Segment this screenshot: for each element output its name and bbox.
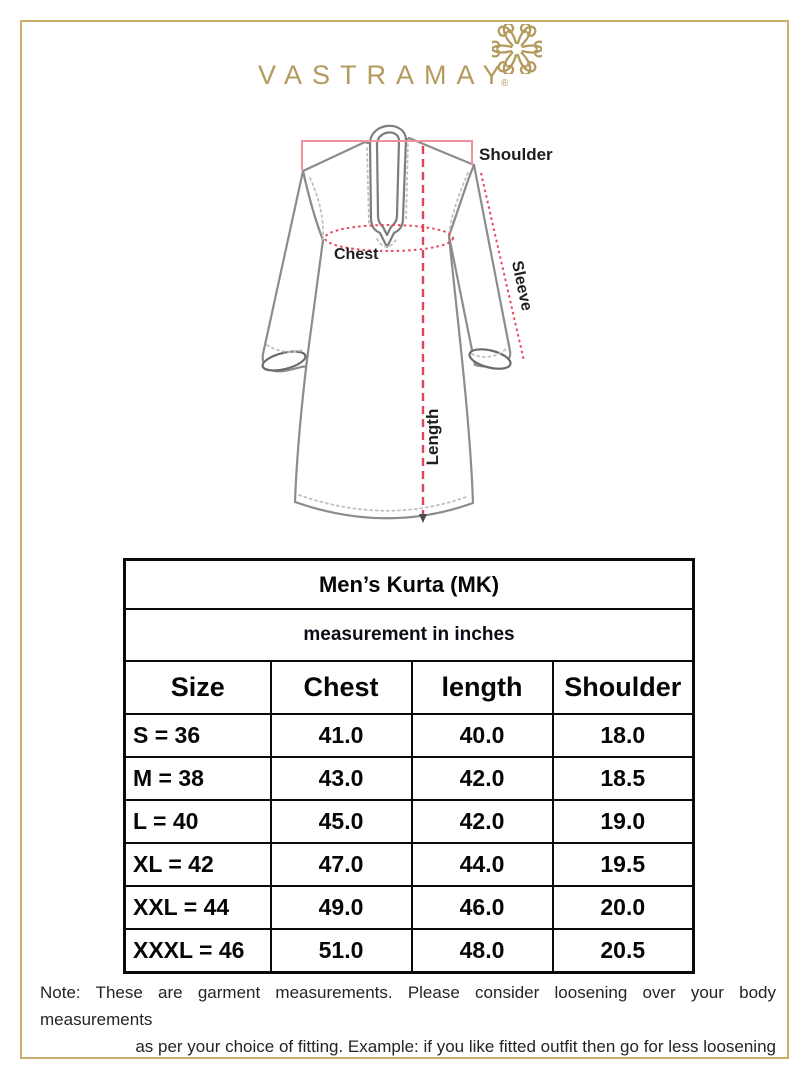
table-row: XXL = 44 49.0 46.0 20.0 (123, 885, 695, 930)
chest-measure-ellipse (324, 224, 454, 252)
shoulder-cell: 20.5 (551, 928, 695, 974)
size-cell: XL = 42 (123, 842, 272, 887)
column-header-chest: Chest (269, 660, 413, 715)
size-cell: S = 36 (123, 713, 272, 758)
measurement-note: Note: These are garment measurements. Pl… (40, 979, 776, 1060)
length-cell: 42.0 (410, 756, 554, 801)
column-header-shoulder: Shoulder (551, 660, 695, 715)
length-cell: 48.0 (410, 928, 554, 974)
shoulder-label: Shoulder (479, 145, 553, 164)
table-row: XL = 42 47.0 44.0 19.5 (123, 842, 695, 887)
shoulder-cell: 18.5 (551, 756, 695, 801)
table-subtitle: measurement in inches (123, 608, 695, 662)
kurta-outline-drawing (261, 124, 525, 523)
chest-cell: 51.0 (269, 928, 413, 974)
table-row: M = 38 43.0 42.0 18.5 (123, 756, 695, 801)
decorative-gold-border (20, 20, 789, 1059)
shoulder-measure-line (301, 140, 473, 170)
length-cell: 40.0 (410, 713, 554, 758)
length-cell: 44.0 (410, 842, 554, 887)
note-line-1: Note: These are garment measurements. Pl… (40, 983, 776, 1029)
size-cell: M = 38 (123, 756, 272, 801)
chest-cell: 45.0 (269, 799, 413, 844)
shoulder-cell: 18.0 (551, 713, 695, 758)
shoulder-cell: 20.0 (551, 885, 695, 930)
length-label: Length (423, 408, 442, 466)
note-line-2: as per your choice of fitting. Example: … (135, 1037, 776, 1056)
length-cell: 46.0 (410, 885, 554, 930)
table-title: Men’s Kurta (MK) (123, 558, 695, 610)
brand-wordmark: VASTRAMAY (258, 60, 511, 90)
registered-trademark: ® (501, 78, 509, 89)
size-cell: XXXL = 46 (123, 928, 272, 974)
floral-mandala-icon (492, 24, 542, 74)
chest-cell: 49.0 (269, 885, 413, 930)
chest-cell: 43.0 (269, 756, 413, 801)
table-row: XXXL = 46 51.0 48.0 20.5 (123, 928, 695, 974)
table-row: L = 40 45.0 42.0 19.0 (123, 799, 695, 844)
chest-label: Chest (334, 246, 379, 263)
table-row: S = 36 41.0 40.0 18.0 (123, 713, 695, 758)
size-cell: L = 40 (123, 799, 272, 844)
column-header-size: Size (123, 660, 272, 715)
shoulder-cell: 19.5 (551, 842, 695, 887)
chest-cell: 47.0 (269, 842, 413, 887)
size-cell: XXL = 44 (123, 885, 272, 930)
shoulder-cell: 19.0 (551, 799, 695, 844)
length-cell: 42.0 (410, 799, 554, 844)
column-header-length: length (410, 660, 554, 715)
sleeve-measure-line (480, 172, 525, 362)
length-arrow (419, 514, 427, 523)
size-chart-table: Men’s Kurta (MK) measurement in inches S… (123, 558, 696, 974)
chest-cell: 41.0 (269, 713, 413, 758)
